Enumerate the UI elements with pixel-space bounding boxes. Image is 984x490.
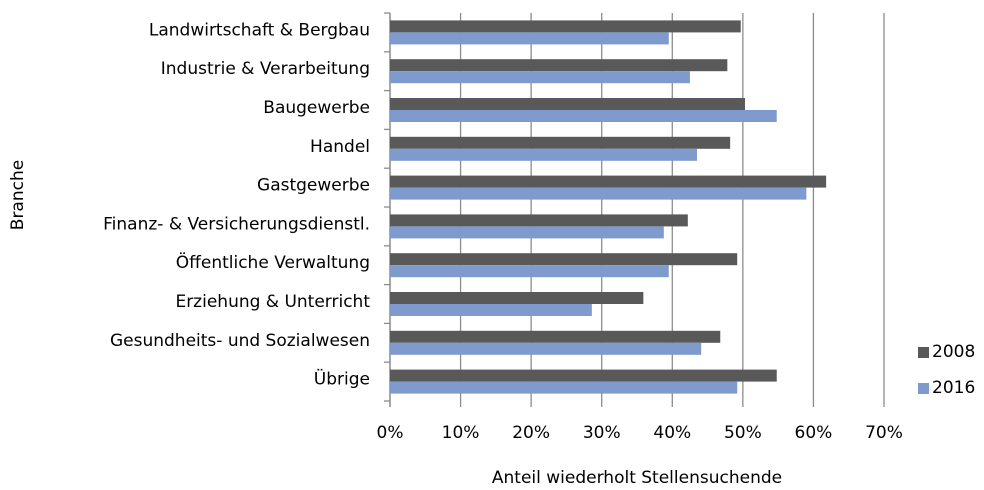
bar: [390, 369, 777, 382]
y-tick-label: Baugewerbe: [263, 98, 370, 118]
y-axis-title: Branche: [8, 160, 28, 230]
bar: [390, 32, 669, 45]
bar: [390, 381, 738, 394]
bar: [390, 330, 721, 343]
y-tick-label: Erziehung & Unterricht: [175, 292, 370, 312]
x-axis-title: Anteil wiederholt Stellensuchende: [492, 468, 782, 488]
legend-label: 2016: [932, 378, 975, 398]
x-tick-label: 70%: [865, 423, 903, 443]
bar: [390, 265, 669, 278]
legend-swatch: [918, 347, 929, 358]
bar: [390, 110, 777, 122]
legend-label: 2008: [932, 342, 975, 362]
x-tick-label: 20%: [512, 423, 550, 443]
bar: [390, 342, 702, 355]
y-tick-label: Landwirtschaft & Bergbau: [149, 20, 370, 40]
y-tick-label: Gesundheits- und Sozialwesen: [110, 331, 370, 351]
bar: [390, 187, 807, 200]
bar: [390, 59, 728, 72]
bar: [390, 226, 664, 239]
y-tick-label: Industrie & Verarbeitung: [161, 59, 370, 79]
x-tick-label: 0%: [377, 423, 404, 443]
x-tick-label: 60%: [795, 423, 833, 443]
bar: [390, 71, 690, 84]
bar: [390, 175, 827, 188]
x-tick-label: 10%: [442, 423, 480, 443]
bar: [390, 214, 688, 227]
bar: [390, 98, 745, 110]
x-tick-label: 50%: [724, 423, 762, 443]
bar: [390, 253, 738, 266]
bar: [390, 304, 592, 316]
x-tick-label: 30%: [583, 423, 621, 443]
bar: [390, 136, 731, 149]
bar: [390, 148, 697, 161]
bar: [390, 292, 644, 304]
y-tick-label: Öffentliche Verwaltung: [176, 251, 370, 273]
y-tick-label: Finanz- & Versicherungsdienstl.: [103, 214, 370, 234]
x-tick-label: 40%: [653, 423, 691, 443]
bar: [390, 20, 741, 33]
y-tick-label: Handel: [310, 137, 370, 157]
legend-swatch: [918, 383, 929, 394]
y-tick-label: Gastgewerbe: [257, 176, 370, 196]
y-tick-label: Übrige: [314, 368, 370, 390]
